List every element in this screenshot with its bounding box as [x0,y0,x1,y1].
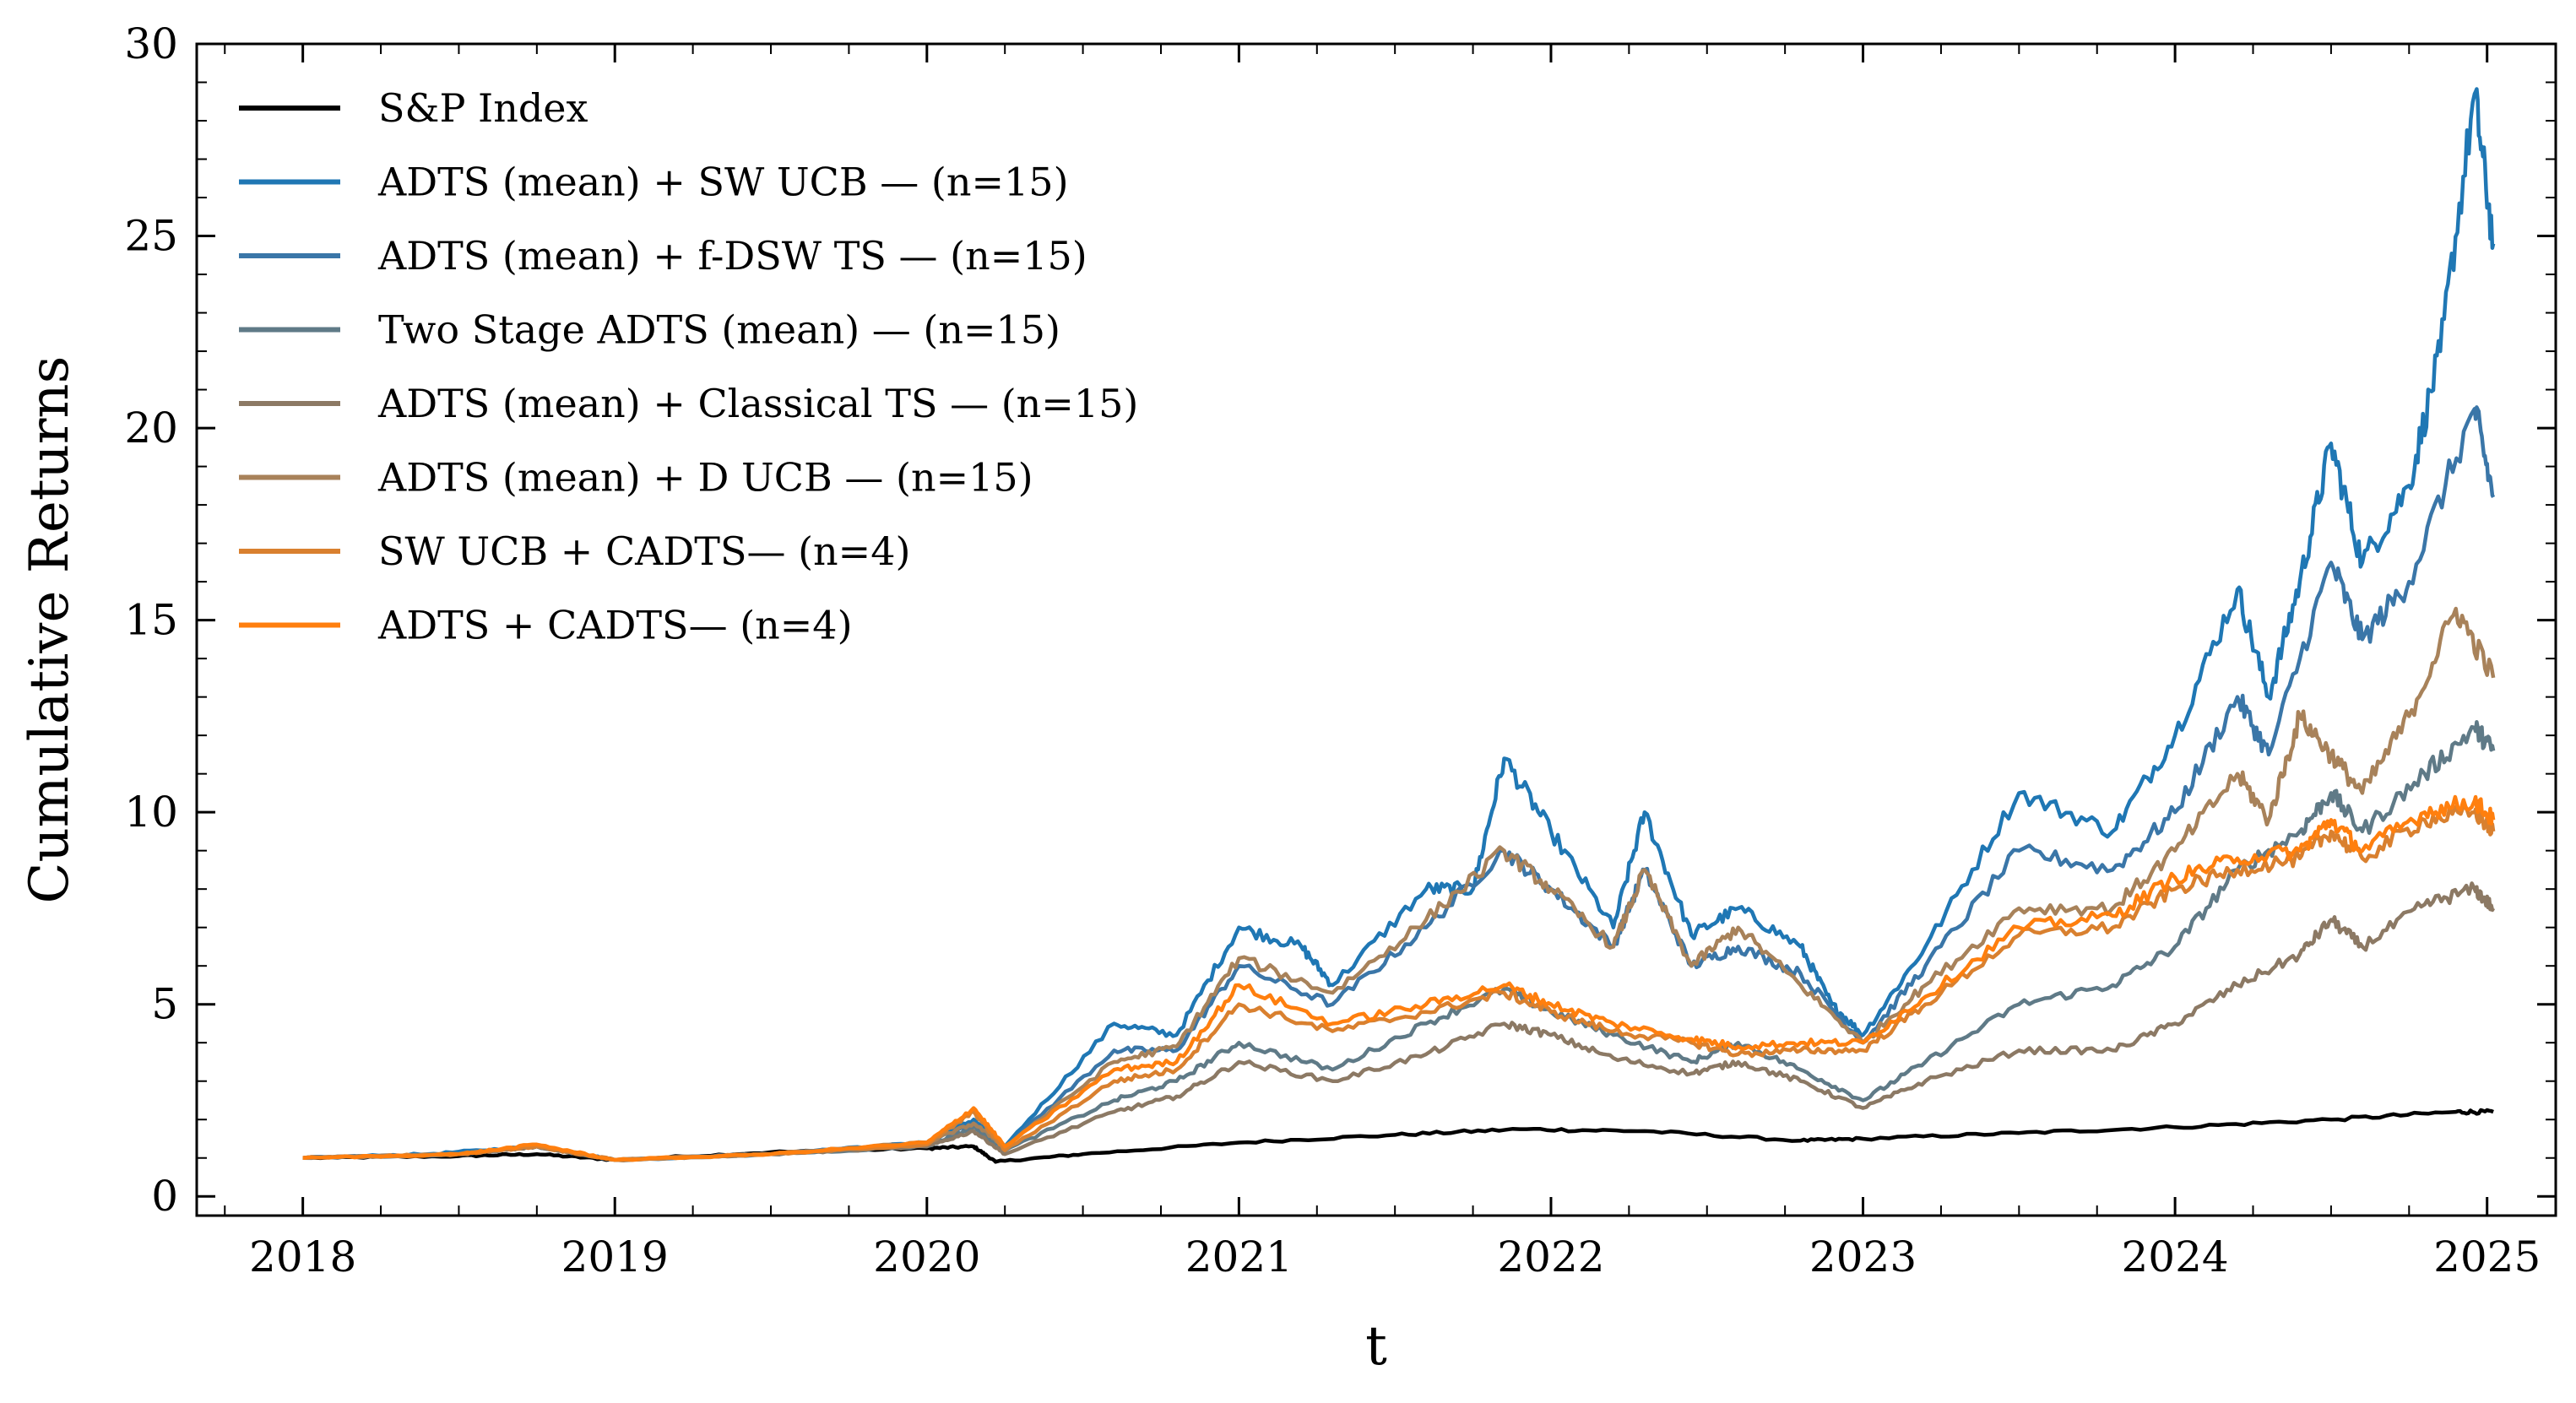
x-tick-label: 2019 [561,1232,669,1281]
x-tick-label: 2020 [873,1232,980,1281]
x-tick-label: 2021 [1185,1232,1293,1281]
legend: S&P Index ADTS (mean) + SW UCB — (n=15) AD… [239,85,1138,648]
y-tick-label: 15 [124,596,178,645]
x-tick-label: 2025 [2433,1232,2541,1281]
tick-layer: 2018 2019 2020 2021 2022 2023 2024 202505101520… [124,19,2556,1281]
y-tick-label: 0 [151,1172,178,1221]
series-layer [302,87,2496,1164]
legend-label-4: ADTS (mean) + Classical TS — (n=15) [377,381,1138,426]
series-line-1 [302,87,2496,1162]
y-tick-label: 20 [124,404,178,452]
y-tick-label: 5 [151,980,178,1029]
x-axis-label: t [1365,1315,1387,1378]
y-tick-label: 30 [124,19,178,68]
y-axis-label: Cumulative Returns [19,356,81,904]
series-line-6 [302,804,2496,1162]
legend-label-3: Two Stage ADTS (mean) — (n=15) [378,307,1060,353]
legend-label-6: SW UCB + CADTS— (n=4) [378,528,910,574]
series-line-7 [302,794,2496,1162]
legend-label-7: ADTS + CADTS— (n=4) [377,603,853,648]
legend-label-5: ADTS (mean) + D UCB — (n=15) [377,455,1033,501]
legend-label-2: ADTS (mean) + f-DSW TS — (n=15) [377,233,1087,279]
x-tick-label: 2018 [249,1232,356,1281]
series-line-4 [302,881,2496,1162]
plot-frame [195,42,2557,1217]
y-tick-label: 10 [124,788,178,837]
legend-label-0: S&P Index [378,85,588,131]
x-tick-label: 2022 [1497,1232,1604,1281]
x-tick-label: 2023 [1809,1232,1917,1281]
y-tick-label: 25 [124,212,178,261]
x-tick-label: 2024 [2121,1232,2228,1281]
legend-label-1: ADTS (mean) + SW UCB — (n=15) [377,160,1069,205]
